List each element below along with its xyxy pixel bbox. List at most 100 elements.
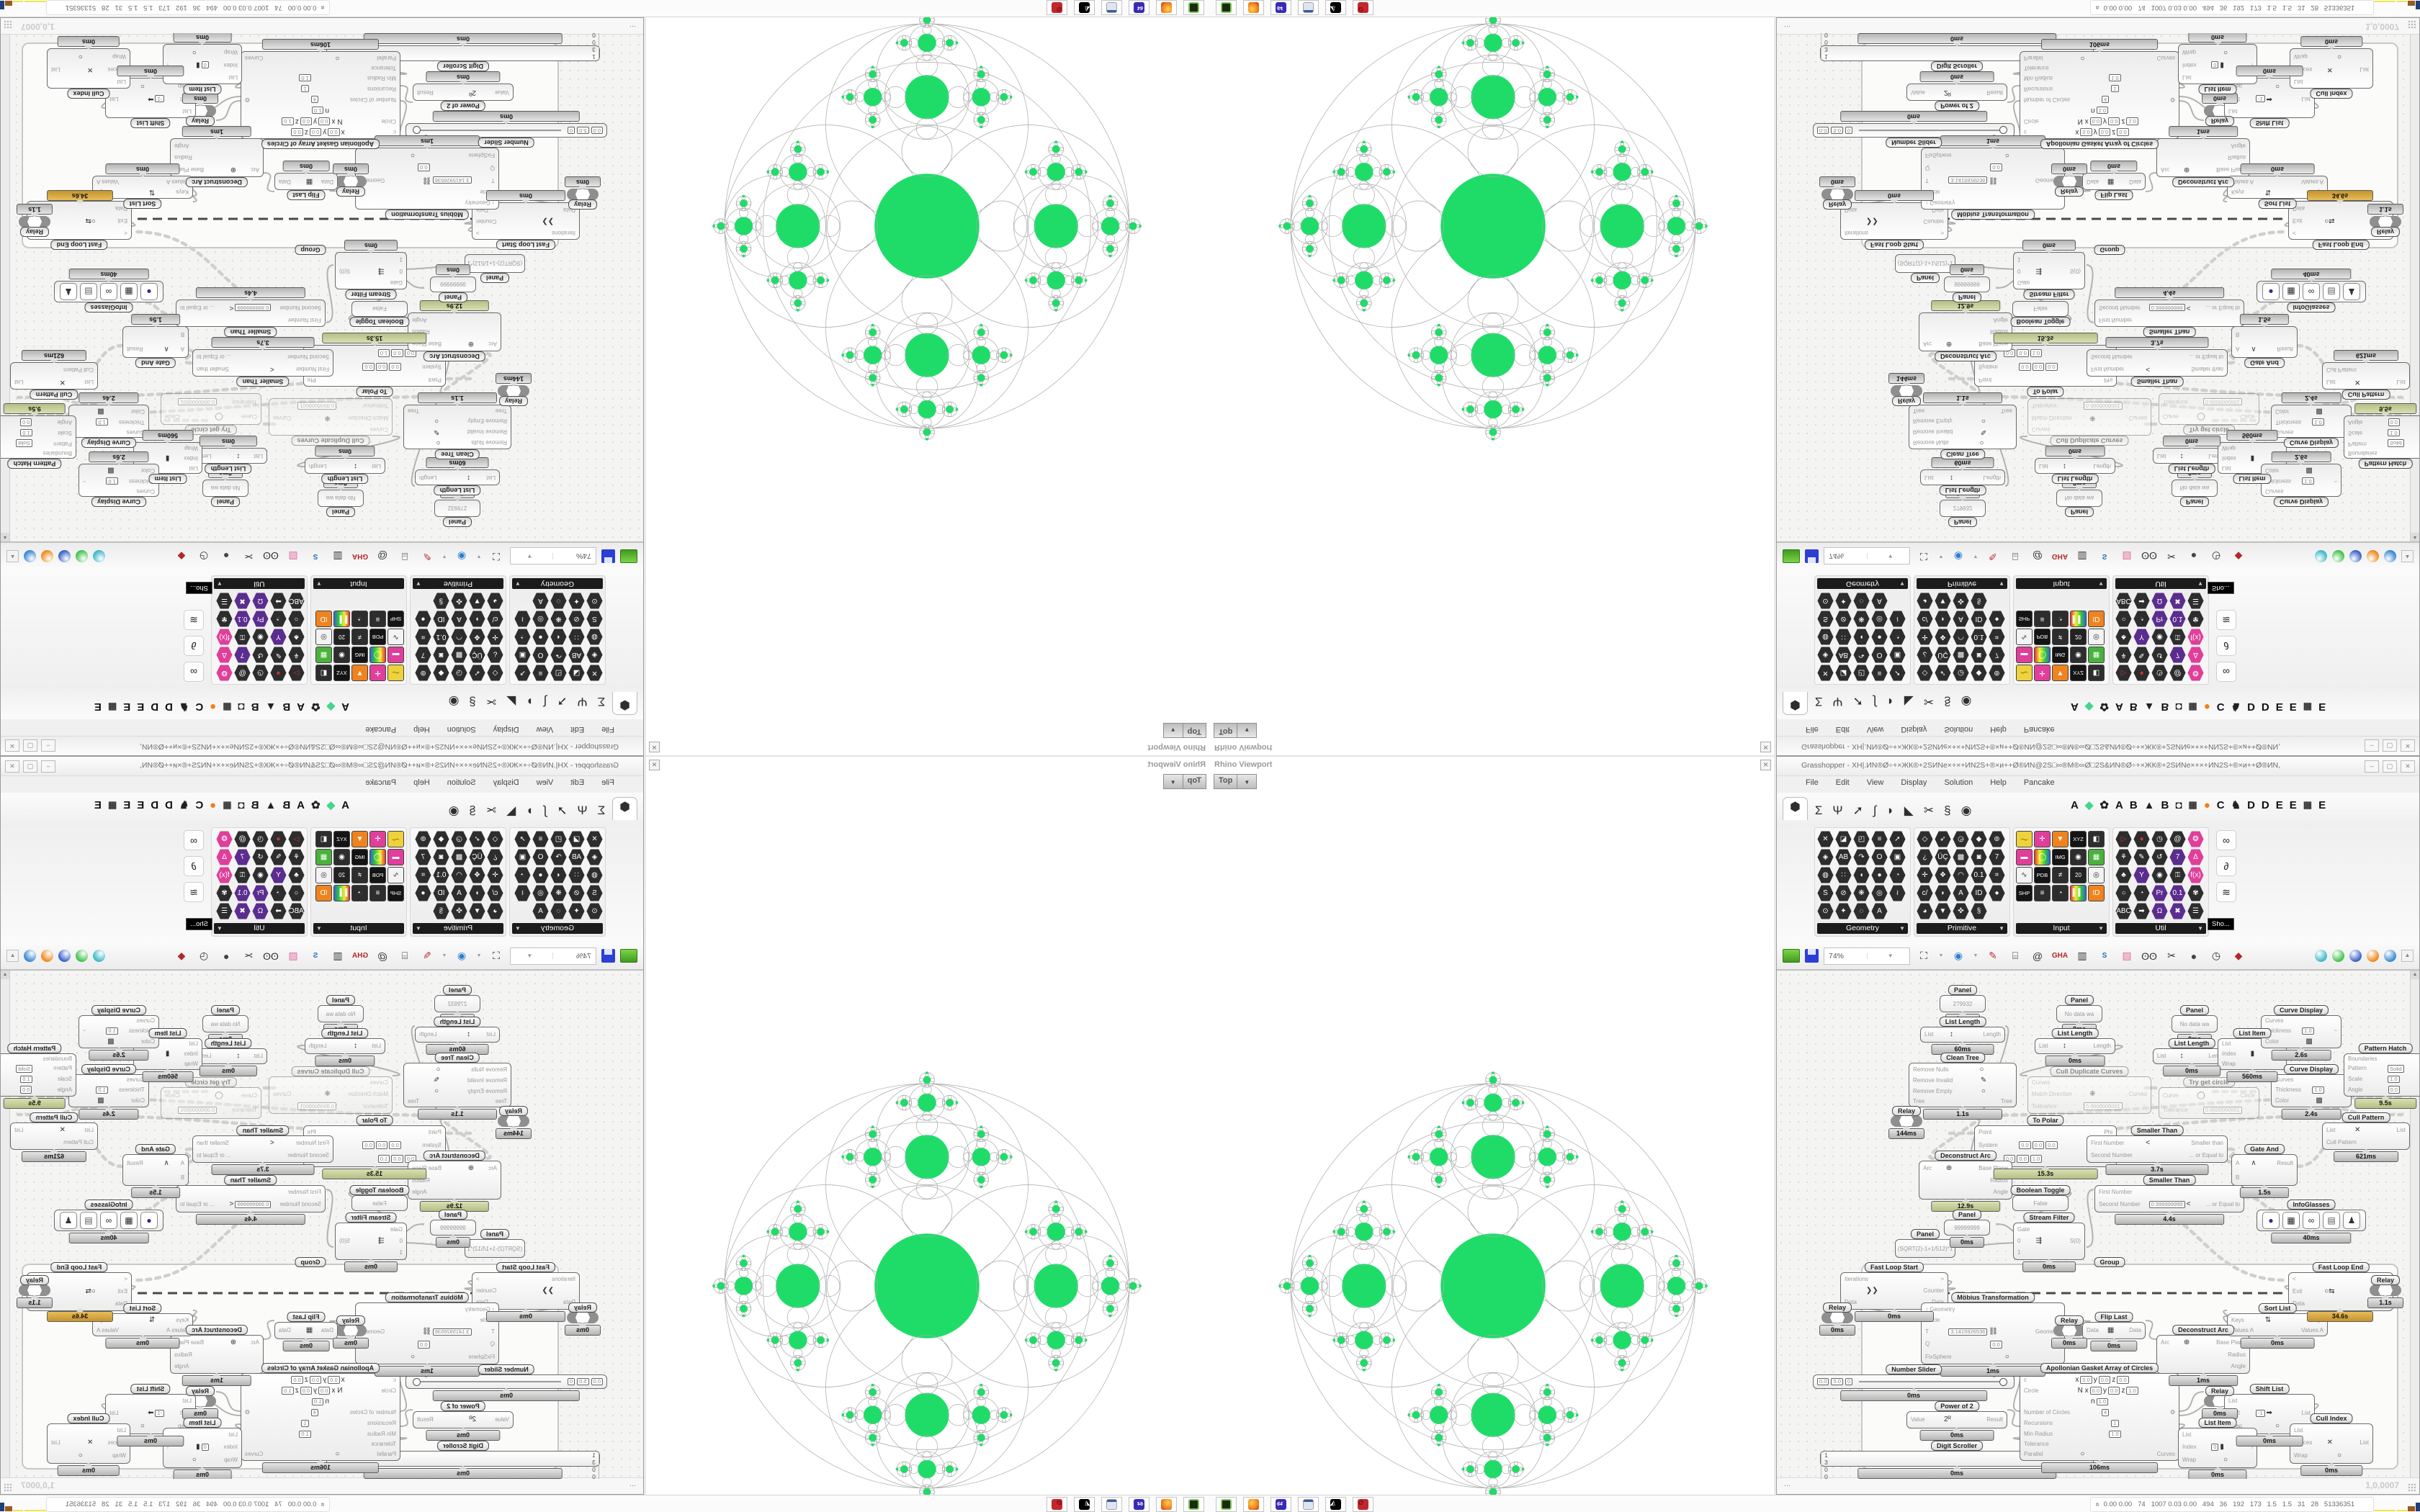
infoglasses-icon[interactable]: ▦ (120, 283, 138, 300)
node-deconstruct-arc[interactable]: Arc ⊕ Base Plane Radius Angle (170, 1335, 264, 1374)
component-icon[interactable]: 〜 (2016, 665, 2033, 681)
node-panel[interactable]: 99999999 (430, 1220, 476, 1236)
component-icon[interactable]: 0.1 (234, 885, 251, 901)
component-icon[interactable]: ≡ (1871, 665, 1888, 681)
node-relay[interactable] (2370, 216, 2401, 228)
component-icon[interactable]: ◷ (252, 831, 269, 847)
component-icon[interactable]: c/ (1917, 885, 1933, 901)
node-label-sort-list[interactable]: Sort List (2258, 199, 2297, 209)
component-icon[interactable]: ◖ (550, 867, 567, 883)
value-box[interactable]: 0.0 (2098, 128, 2111, 136)
node-label-infoglasses[interactable]: InfoGlasses (84, 302, 133, 312)
jitter-icon[interactable]: ✂ (2167, 950, 2176, 961)
component-icon[interactable]: ≀ (1889, 885, 1906, 901)
jitter-icon[interactable]: ✂ (244, 950, 253, 961)
node-apollonian-gasket-array-of-circles[interactable]: c x 0.0 y 0.0 z 0.0 Circle N x 0.0 y 0.0 z 1.0 n 1.0 Num… (241, 51, 400, 139)
value-box[interactable]: 3.1415926536 (432, 1328, 472, 1336)
component-icon[interactable]: ∿ (387, 867, 404, 883)
open-file-icon[interactable] (620, 949, 637, 963)
node-stream-filter[interactable]: Gate 0 ⇶ S(0) 1 (2013, 1223, 2085, 1260)
tab-plugin-15[interactable]: E (123, 701, 131, 714)
node-label-clean-tree[interactable]: Clean Tree (435, 1053, 480, 1063)
value-box[interactable]: 0.0 (375, 363, 388, 371)
node-relay[interactable] (2370, 1284, 2401, 1296)
node-label-deconstruct-arc[interactable]: Deconstruct Arc (186, 1325, 248, 1335)
node-label-panel[interactable]: Panel (480, 273, 510, 283)
node-list-length[interactable]: List↕Length (1920, 1027, 2005, 1043)
component-icon[interactable]: ♣ (2115, 867, 2132, 883)
component-icon[interactable]: Ω (252, 593, 269, 609)
node-label-digit-scroller[interactable]: Digit Scroller (436, 61, 490, 71)
value-box[interactable]: 1.0 (2388, 1075, 2400, 1084)
component-icon[interactable]: ◙ (1971, 849, 1987, 865)
component-icon[interactable]: A (451, 885, 467, 901)
component-icon[interactable]: ▼ (1935, 593, 1951, 609)
node-label-smaller-than[interactable]: Smaller Than (236, 377, 290, 387)
digit-cell[interactable]: 0 (589, 1466, 599, 1473)
infoglasses-icon[interactable]: ▦ (2282, 1212, 2300, 1229)
node-pattern-hatch[interactable]: Boundaries Pattern Solid Scale 1.0 Angle 0.0 (1, 415, 76, 459)
component-icon[interactable]: ⚿ (2169, 629, 2186, 645)
tab-plugin-4[interactable]: B (2129, 798, 2138, 811)
node-label-pattern-hatch[interactable]: Pattern Hatch (7, 1043, 62, 1053)
value-box[interactable]: 3.1415926536 (1948, 1328, 1988, 1336)
preview-eye-icon[interactable]: ◉ (457, 950, 467, 961)
scroll-up-icon[interactable]: ▲ (2401, 950, 2414, 962)
component-icon[interactable]: Ω (2151, 903, 2168, 919)
preview-ball-icon[interactable] (2315, 550, 2327, 562)
component-icon[interactable]: ✖ (2169, 903, 2186, 919)
tab-category-1[interactable]: Σ (1814, 695, 1823, 708)
node-m-bius-transformation[interactable]: ↑ GeometryCircleT3.1415926536⛓GeometryQ0… (355, 148, 499, 210)
component-icon[interactable]: ◠ (451, 629, 467, 645)
component-icon[interactable]: § (1971, 903, 1987, 919)
digit-cell[interactable]: 3 (1821, 1459, 1831, 1466)
component-icon[interactable]: ▣ (514, 647, 531, 663)
tab-plugin-9[interactable]: ● (2203, 701, 2210, 714)
palette-footer[interactable]: Util ▼ (2115, 578, 2206, 589)
scroll-up-icon[interactable]: ▲ (2411, 971, 2419, 979)
value-box[interactable]: -1 (155, 1409, 165, 1418)
tab-category-4[interactable]: ∫ (1873, 804, 1877, 817)
component-icon[interactable]: ◠ (1953, 629, 1969, 645)
component-icon[interactable]: ✎ (2133, 647, 2150, 663)
node-label-panel[interactable]: Panel (2179, 497, 2210, 507)
component-icon[interactable]: ➚ (514, 665, 531, 681)
projector-icon[interactable]: ⌸ (401, 950, 408, 961)
value-box[interactable]: 0 (2211, 60, 2219, 69)
component-icon[interactable]: ➚ (1889, 831, 1906, 847)
node-panel[interactable]: (SQRT(2)-1+1/512)*1 (465, 1239, 525, 1258)
tab-plugin-3[interactable]: A (297, 701, 305, 714)
component-icon[interactable]: PDB (369, 629, 386, 645)
tab-category-3[interactable]: ➚ (557, 695, 568, 708)
component-icon[interactable]: ≀ (514, 611, 531, 627)
component-icon[interactable]: ➶ (1935, 831, 1951, 847)
component-icon[interactable]: § (433, 903, 449, 919)
close-button[interactable]: ✕ (2401, 760, 2415, 773)
component-icon[interactable]: SHP (2016, 611, 2033, 627)
node-infoglasses[interactable]: ● ▦ ∞ ▤ ♟ (54, 281, 163, 302)
component-icon[interactable]: Pr (252, 611, 269, 627)
node-flip-last[interactable]: Data ▦ Data (274, 1322, 338, 1339)
value-box[interactable]: Solid (2388, 1065, 2404, 1073)
canvas-scrollbar[interactable]: ▲ (2410, 971, 2419, 1479)
node-power-of-2[interactable]: Value 2ᴿ Result (413, 84, 514, 101)
component-icon[interactable]: f(x) (216, 867, 233, 883)
component-icon[interactable]: ABC (288, 593, 305, 609)
node-label-curve-display[interactable]: Curve Display (81, 1064, 137, 1074)
scroll-up-icon[interactable]: ▲ (1, 533, 9, 541)
node-label-list-length[interactable]: List Length (321, 474, 369, 484)
component-icon[interactable]: ÜÇ (469, 849, 485, 865)
tab-plugin-13[interactable]: D (2261, 701, 2269, 714)
node-try-get-circle[interactable]: Curve ◯ Circle Tolerance 0.0000000001 (2159, 393, 2259, 425)
value-box[interactable]: 0.0 (318, 117, 331, 125)
component-icon[interactable]: 〜 (387, 831, 404, 847)
node-label-cull-duplicate-curves[interactable]: Cull Duplicate Curves (2050, 436, 2129, 446)
component-icon[interactable]: ▬ (387, 647, 404, 663)
component-icon[interactable]: ≡ (2034, 611, 2051, 627)
digit-cell[interactable]: 0 (1821, 33, 1831, 39)
node-label-smaller-than[interactable]: Smaller Than (236, 1125, 290, 1135)
menu-item-file[interactable]: File (1806, 778, 1819, 787)
node-panel[interactable]: 279932 (434, 995, 480, 1012)
component-icon[interactable]: ID (2088, 885, 2105, 901)
slider-value[interactable]: 0.0 (1817, 1377, 1829, 1386)
